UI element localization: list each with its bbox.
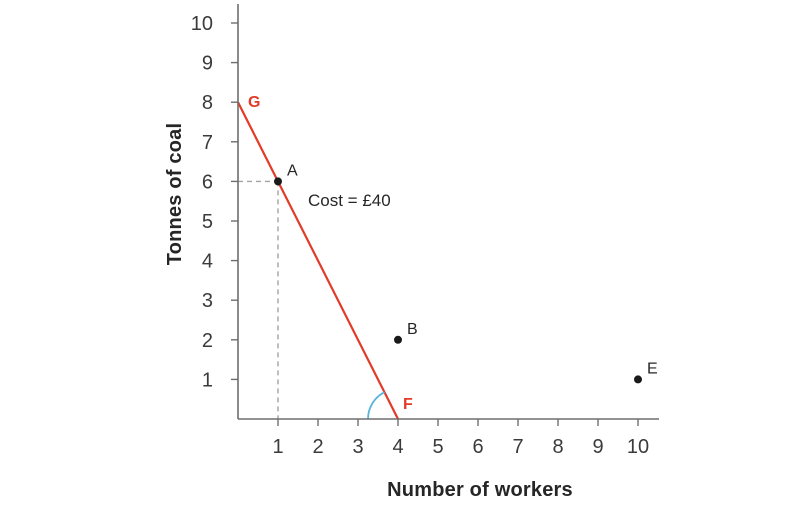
isocost-line bbox=[237, 101, 399, 420]
y-tick-label: 5 bbox=[202, 211, 213, 233]
y-tick-label: 6 bbox=[202, 171, 213, 193]
angle-arc bbox=[367, 391, 385, 420]
cost-annotation: Cost = £40 bbox=[308, 191, 391, 210]
x-tick-label: 9 bbox=[592, 436, 603, 458]
y-tick-label: 9 bbox=[202, 53, 213, 75]
point-A bbox=[274, 177, 282, 186]
y-tick-label: 1 bbox=[202, 369, 213, 391]
point-B bbox=[394, 335, 402, 344]
line-end-label: F bbox=[403, 396, 413, 413]
x-axis-title: Number of workers bbox=[387, 479, 573, 501]
x-tick-label: 6 bbox=[472, 436, 483, 458]
point-label-B: B bbox=[407, 321, 418, 338]
y-axis-title: Tonnes of coal bbox=[164, 122, 186, 266]
x-tick-label: 1 bbox=[272, 436, 283, 458]
y-tick-label: 8 bbox=[202, 92, 213, 114]
y-tick-label: 4 bbox=[202, 251, 213, 273]
x-tick-label: 4 bbox=[392, 436, 403, 458]
x-tick-label: 7 bbox=[512, 436, 523, 458]
y-tick-label: 3 bbox=[202, 290, 213, 312]
line-start-label: G bbox=[248, 94, 260, 111]
point-label-E: E bbox=[647, 360, 658, 377]
x-tick-label: 3 bbox=[352, 436, 363, 458]
point-E bbox=[634, 375, 642, 384]
y-tick-label: 2 bbox=[202, 330, 213, 352]
x-tick-label: 5 bbox=[432, 436, 443, 458]
x-tick-label: 2 bbox=[312, 436, 323, 458]
y-tick-label: 10 bbox=[191, 13, 213, 35]
x-tick-label: 10 bbox=[627, 436, 649, 458]
point-label-A: A bbox=[287, 162, 298, 179]
y-tick-label: 7 bbox=[202, 132, 213, 154]
x-tick-label: 8 bbox=[552, 436, 563, 458]
